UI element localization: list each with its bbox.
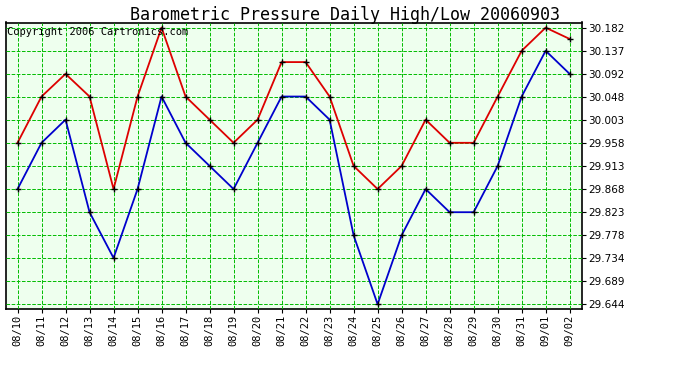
Text: Copyright 2006 Cartronics.com: Copyright 2006 Cartronics.com xyxy=(8,27,188,37)
Text: Barometric Pressure Daily High/Low 20060903: Barometric Pressure Daily High/Low 20060… xyxy=(130,6,560,24)
